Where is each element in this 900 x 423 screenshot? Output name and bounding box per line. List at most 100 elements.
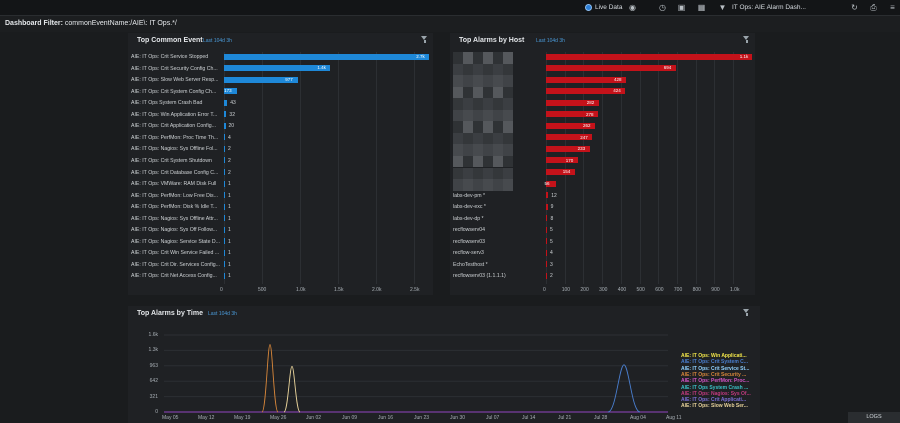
bar[interactable] — [546, 145, 590, 152]
bar[interactable] — [224, 65, 331, 72]
bar[interactable] — [546, 192, 549, 199]
host-label[interactable]: recflowserv03 — [453, 238, 486, 245]
bar[interactable] — [546, 215, 548, 222]
bar[interactable] — [224, 226, 225, 233]
legend-item[interactable]: AIE: IT Ops: Crit Service St... — [681, 365, 750, 372]
value-label: 8 — [550, 215, 554, 222]
bar[interactable] — [224, 134, 225, 141]
host-label[interactable]: EchoTesthost * — [453, 261, 488, 268]
row-label[interactable]: AIE: IT Ops: Nagios: Service State D... — [131, 238, 220, 245]
bar[interactable] — [546, 203, 548, 210]
bar[interactable] — [224, 203, 225, 210]
row-label[interactable]: AIE: IT Ops: Nagios: Sys Offline Attr... — [131, 215, 218, 222]
bar[interactable] — [224, 76, 299, 83]
host-label[interactable]: recflow-serv3 — [453, 250, 484, 257]
user-icon[interactable]: ◉ — [629, 3, 636, 12]
image-icon[interactable]: ▣ — [677, 3, 686, 12]
bar[interactable] — [546, 226, 547, 233]
bar[interactable] — [224, 215, 225, 222]
host-label[interactable]: labs-dev-dp * — [453, 215, 484, 222]
bar[interactable] — [224, 111, 227, 118]
row-label[interactable]: AIE: IT Ops: Slow Web Server Resp... — [131, 77, 219, 84]
bar[interactable] — [546, 122, 595, 129]
bar[interactable] — [546, 272, 547, 279]
dashboard-filter-text[interactable]: Dashboard Filter: commonEventName:/AIE\:… — [5, 20, 177, 27]
legend-item[interactable]: AIE: IT Ops: PerfMon: Proc... — [681, 378, 750, 385]
filter-icon[interactable] — [421, 36, 428, 43]
row-label[interactable]: AIE: IT Ops: Crit Win Service Failed ... — [131, 250, 220, 257]
legend-item[interactable]: AIE: IT Ops: Crit System C... — [681, 359, 748, 366]
legend-item[interactable]: AIE: IT Ops: Crit Security ... — [681, 371, 747, 378]
filter-icon[interactable] — [743, 36, 750, 43]
dashboard-title[interactable]: IT Ops: AIE Alarm Dash... — [732, 4, 806, 11]
dashboard-icon[interactable]: ▦ — [697, 3, 706, 12]
bar[interactable] — [546, 76, 627, 83]
row-label[interactable]: AIE: IT Ops: Crit Dir. Services Config..… — [131, 261, 220, 268]
bar[interactable] — [224, 53, 430, 60]
bar[interactable] — [546, 261, 547, 268]
panel-time-range[interactable]: Last 104d 3h — [203, 38, 232, 44]
host-label[interactable]: labs-dev-exc * — [453, 204, 486, 211]
legend-item[interactable]: AIE: IT Ops: Nagios: Sys Of... — [681, 390, 751, 397]
bar[interactable] — [546, 99, 599, 106]
filter-icon[interactable] — [743, 309, 750, 316]
bar[interactable] — [546, 65, 676, 72]
bar[interactable] — [546, 169, 575, 175]
row-label[interactable]: AIE: IT Ops: Win Application Error T... — [131, 111, 218, 118]
bar[interactable] — [546, 88, 626, 95]
host-label[interactable]: recflowserv04 — [453, 227, 486, 234]
bar[interactable] — [546, 157, 578, 164]
bar[interactable] — [224, 169, 225, 175]
live-data-toggle[interactable]: Live Data — [585, 4, 622, 11]
panel-time-range[interactable]: Last 104d 3h — [208, 311, 237, 317]
dashboard-dropdown-icon[interactable]: ▼ — [718, 3, 727, 12]
series-line[interactable] — [283, 365, 301, 413]
bar[interactable] — [546, 53, 752, 60]
logs-button[interactable]: LOGS — [848, 412, 900, 423]
bar[interactable] — [546, 180, 557, 187]
row-label[interactable]: AIE: IT Ops: Crit Security Config Ch... — [131, 65, 218, 72]
bar[interactable] — [224, 145, 225, 152]
row-label[interactable]: AIE: IT Ops: PerfMon: Disk % Idle T... — [131, 204, 218, 211]
row-label[interactable]: AIE: IT Ops: Crit Application Config... — [131, 123, 216, 130]
refresh-icon[interactable]: ↻ — [851, 3, 858, 12]
bar[interactable] — [546, 249, 547, 256]
bar[interactable] — [546, 238, 547, 245]
host-label[interactable]: recflowserv03 (1.1.1.1) — [453, 273, 506, 280]
bar[interactable] — [224, 192, 225, 199]
bar[interactable] — [224, 157, 225, 164]
row-label[interactable]: AIE: IT Ops: Crit Database Config C... — [131, 169, 219, 176]
legend-item[interactable]: AIE: IT Ops: Crit Applicati... — [681, 397, 747, 404]
bar[interactable] — [224, 122, 226, 129]
legend-item[interactable]: AIE: IT Ops: Slow Web Ser... — [681, 403, 748, 410]
legend-item[interactable]: AIE: IT Ops System Crash ... — [681, 384, 749, 391]
legend-item[interactable]: AIE: IT Ops: Win Applicati... — [681, 353, 747, 359]
row-label[interactable]: AIE: IT Ops: PerfMon: Proc Time Th... — [131, 134, 219, 141]
bar[interactable] — [224, 261, 225, 268]
row-label[interactable]: AIE: IT Ops: VMWare: RAM Disk Full — [131, 181, 217, 188]
bar[interactable] — [224, 272, 225, 279]
row-label[interactable]: AIE: IT Ops: Crit Net Access Config... — [131, 273, 217, 280]
row-label[interactable]: AIE: IT Ops: Nagios: Sys Offline Fol... — [131, 146, 218, 153]
bar[interactable] — [224, 180, 225, 187]
series-line[interactable] — [261, 344, 279, 413]
clock-icon[interactable]: ◷ — [659, 3, 666, 12]
row-label[interactable]: AIE: IT Ops: Crit Service Stopped — [131, 54, 209, 60]
hamburger-menu-icon[interactable]: ≡ — [890, 3, 895, 12]
host-label[interactable]: labs-dev-pm * — [453, 192, 486, 199]
row-label[interactable]: AIE: IT Ops: Nagios: Sys Off Follow... — [131, 227, 218, 234]
bar[interactable] — [224, 99, 228, 106]
bar[interactable] — [224, 88, 238, 95]
row-label[interactable]: AIE: IT Ops: Crit System Config Ch... — [131, 88, 217, 95]
bar[interactable] — [546, 111, 598, 118]
row-label[interactable]: AIE: IT Ops: Crit System Shutdown — [131, 157, 212, 164]
row-label[interactable]: AIE: IT Ops: PerfMon: Low Free Dis... — [131, 192, 218, 199]
series-line[interactable] — [607, 364, 641, 413]
row-label[interactable]: AIE: IT Ops System Crash Bad — [131, 100, 203, 107]
print-icon[interactable]: ⎙ — [870, 3, 877, 12]
bar[interactable] — [224, 238, 225, 245]
panel-time-range[interactable]: Last 104d 3h — [536, 38, 565, 44]
value-label: 170 — [565, 157, 574, 163]
bar[interactable] — [224, 249, 225, 256]
bar[interactable] — [546, 134, 593, 141]
